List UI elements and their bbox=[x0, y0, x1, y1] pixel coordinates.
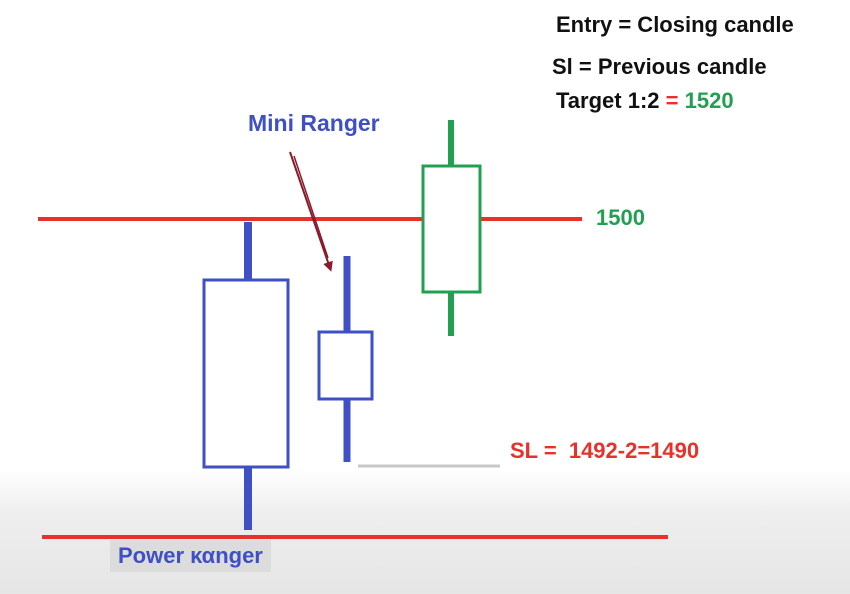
power-ranger-candle bbox=[202, 222, 290, 530]
sl-calculation: SL = 1492-2=1490 bbox=[510, 438, 699, 464]
level-1500-label: 1500 bbox=[596, 205, 645, 230]
power-ranger-body bbox=[202, 278, 290, 469]
target-prefix: Target 1:2 bbox=[556, 88, 660, 113]
sl-rule: Sl = Previous candle bbox=[552, 54, 767, 79]
mini-ranger-candle bbox=[317, 256, 374, 462]
pointer-arrow bbox=[289, 151, 333, 272]
target-equals: = bbox=[665, 88, 679, 113]
breakout-candle bbox=[421, 120, 482, 336]
power-ranger-label: Power καnger bbox=[110, 540, 271, 572]
entry-rule: Entry = Closing candle bbox=[556, 12, 794, 37]
target-value: 1520 bbox=[684, 88, 734, 113]
mini-ranger-label: Mini Ranger bbox=[248, 110, 380, 136]
target-rule: Target 1:2 = 1520 bbox=[556, 90, 794, 112]
sl-equals: = bbox=[543, 438, 557, 463]
sl-value: 1492-2=1490 bbox=[568, 438, 700, 463]
sl-prefix: SL bbox=[510, 438, 538, 463]
mini-ranger-body bbox=[317, 330, 374, 401]
bottom-shade bbox=[0, 470, 850, 594]
breakout-body bbox=[421, 164, 482, 294]
rules-block: Entry = Closing candle Sl = Previous can… bbox=[552, 12, 794, 112]
